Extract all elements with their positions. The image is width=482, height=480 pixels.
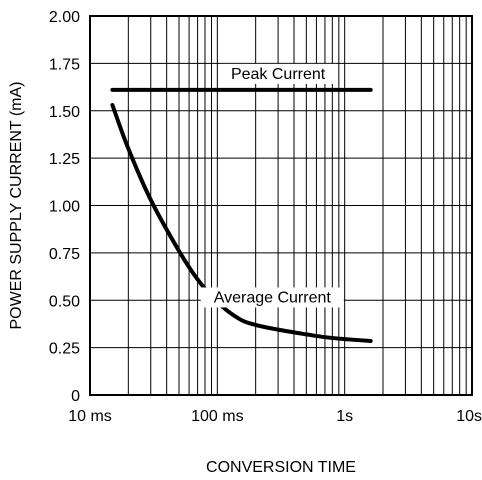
plot-frame (89, 15, 473, 396)
y-tick-label: 2.00 (49, 9, 80, 26)
annotation-backing (200, 287, 344, 308)
x-tick-label: 100 ms (191, 408, 243, 425)
y-axis-title: POWER SUPPLY CURRENT (mA) (8, 81, 25, 329)
annotation-label: Average Current (214, 289, 332, 306)
y-tick-label: 0.25 (49, 341, 80, 358)
y-tick-label: 0.75 (49, 246, 80, 263)
annotations: Peak Current Average Current (200, 63, 344, 308)
y-tick-labels: 0 0.25 0.50 0.75 1.00 1.25 1.50 1.75 2.00 (49, 9, 80, 405)
x-tick-labels: 10 ms 100 ms 1s 10s (68, 408, 482, 425)
x-tick-label: 10s (456, 408, 482, 425)
y-tick-label: 1.50 (49, 104, 80, 121)
y-tick-label: 1.25 (49, 151, 80, 168)
y-tick-label: 0 (71, 388, 80, 405)
grid (89, 15, 472, 396)
y-tick-label: 1.00 (49, 199, 80, 216)
series-lines (110, 87, 373, 343)
series-line-average-current (110, 103, 373, 343)
y-tick-label: 1.75 (49, 56, 80, 73)
x-tick-label: 1s (336, 408, 353, 425)
annotation-label: Peak Current (231, 66, 326, 83)
y-tick-label: 0.50 (49, 293, 80, 310)
x-axis-title: CONVERSION TIME (206, 459, 356, 476)
annotation-backing (220, 63, 337, 84)
x-tick-label: 10 ms (68, 408, 112, 425)
